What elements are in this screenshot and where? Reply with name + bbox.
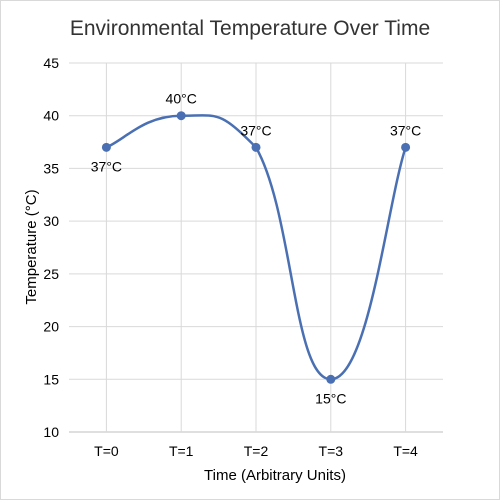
x-tick-label: T=0 (94, 443, 119, 459)
data-point (176, 111, 186, 121)
data-label: 37°C (390, 122, 421, 138)
x-tick-label: T=4 (393, 443, 418, 459)
data-point (326, 374, 336, 384)
x-tick-label: T=3 (319, 443, 344, 459)
x-tick-label: T=1 (169, 443, 194, 459)
tick-labels: 10 15 20 25 30 35 40 45 T=0 T=1 T=2 T=3 T=4 (43, 55, 418, 459)
data-point (251, 142, 261, 152)
data-label: 37°C (91, 158, 122, 174)
y-tick-label: 20 (43, 319, 59, 335)
series (101, 111, 411, 384)
y-tick-label: 35 (43, 160, 59, 176)
y-tick-label: 30 (43, 213, 59, 229)
data-point (101, 142, 111, 152)
data-label: 15°C (315, 390, 346, 406)
y-tick-label: 45 (43, 55, 59, 71)
data-label: 37°C (240, 122, 271, 138)
series-line (105, 114, 407, 381)
y-tick-label: 15 (43, 371, 59, 387)
data-labels: 37°C 40°C 37°C 15°C 37°C (91, 91, 421, 407)
data-point (401, 142, 411, 152)
y-tick-label: 25 (43, 266, 59, 282)
y-tick-label: 10 (43, 424, 59, 440)
y-tick-label: 40 (43, 108, 59, 124)
x-axis-title: Time (Arbitrary Units) (204, 467, 346, 484)
gridlines (69, 62, 443, 433)
x-tick-label: T=2 (244, 443, 269, 459)
chart-title: Environmental Temperature Over Time (70, 17, 430, 40)
y-axis-title: Temperature (°C) (23, 189, 40, 304)
data-label: 40°C (166, 91, 197, 107)
